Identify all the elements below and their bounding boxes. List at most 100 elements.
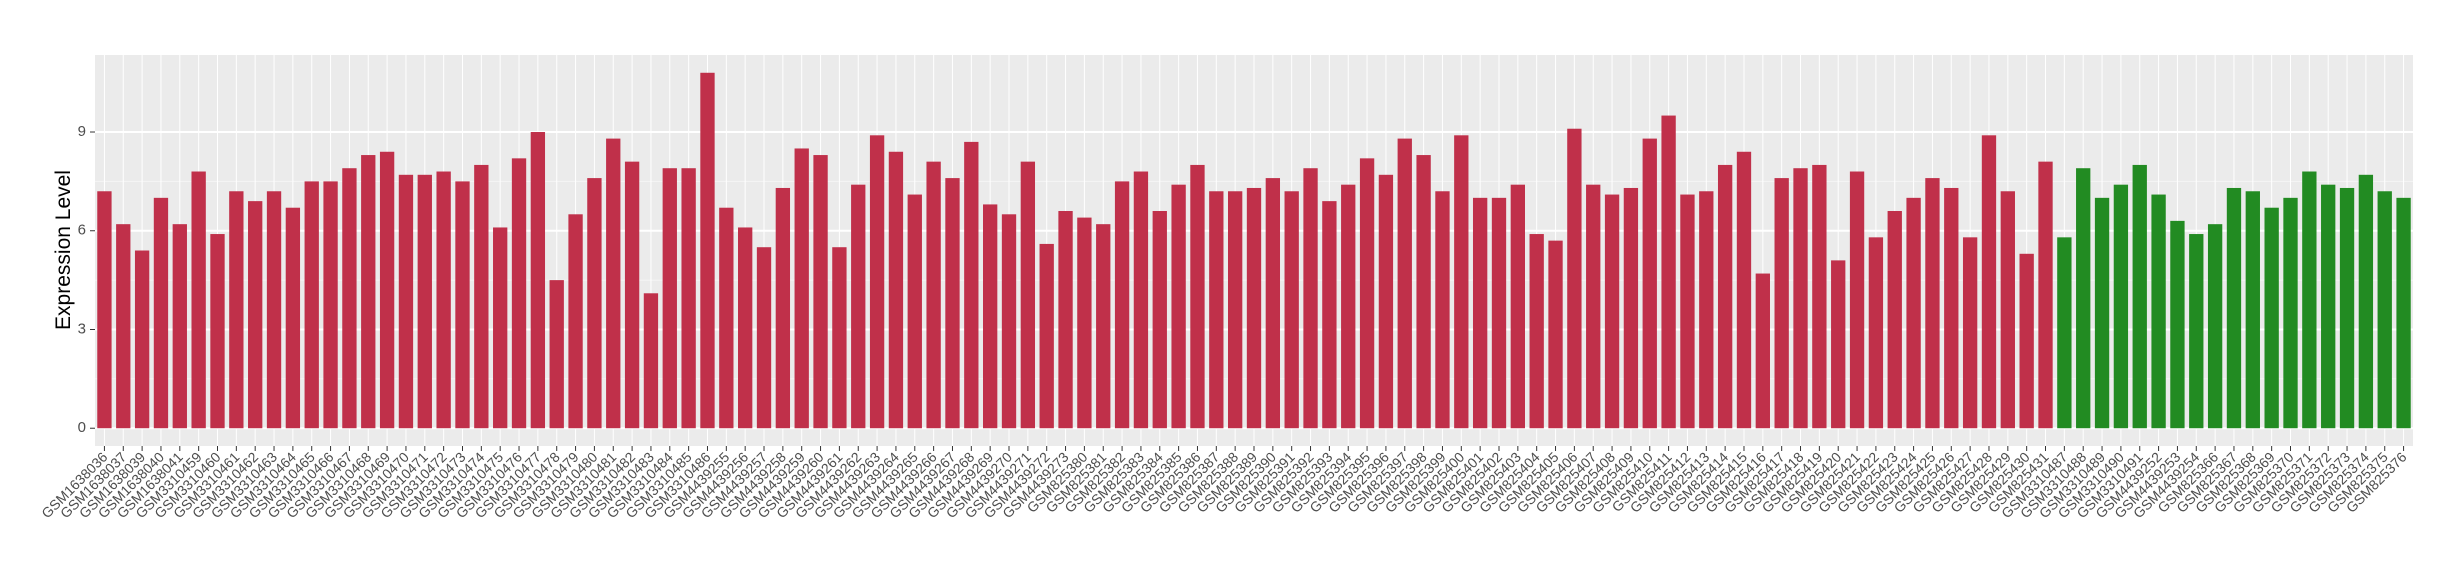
bar bbox=[436, 171, 451, 429]
bar bbox=[549, 280, 564, 429]
bar bbox=[1133, 171, 1149, 429]
bar bbox=[568, 214, 583, 429]
bar bbox=[172, 224, 187, 429]
bar bbox=[153, 197, 169, 429]
bar bbox=[1586, 184, 1601, 429]
bar bbox=[606, 138, 621, 429]
bar bbox=[794, 148, 809, 429]
bar bbox=[229, 191, 244, 429]
bar bbox=[2321, 184, 2336, 429]
bar bbox=[304, 181, 319, 429]
bar bbox=[2189, 234, 2204, 429]
bar bbox=[1397, 138, 1412, 429]
bar bbox=[681, 168, 696, 429]
bar bbox=[1604, 194, 1620, 429]
bar bbox=[2151, 194, 2166, 429]
bar bbox=[2339, 187, 2355, 429]
bar bbox=[1529, 234, 1544, 429]
y-tick-label: 9 bbox=[78, 123, 86, 140]
bar bbox=[813, 155, 828, 429]
bar bbox=[1925, 178, 1940, 429]
bar bbox=[530, 132, 546, 429]
bar bbox=[511, 158, 527, 429]
bar bbox=[417, 174, 432, 429]
bar bbox=[2302, 171, 2317, 429]
bar bbox=[493, 227, 508, 429]
bar bbox=[1454, 135, 1469, 429]
bar bbox=[1359, 158, 1375, 429]
bar bbox=[1171, 184, 1186, 429]
bar bbox=[1378, 174, 1394, 429]
bar bbox=[1887, 211, 1902, 429]
y-tick-label: 0 bbox=[78, 419, 86, 436]
bar bbox=[1322, 201, 1337, 429]
bar bbox=[1849, 171, 1865, 429]
bar bbox=[2245, 191, 2260, 429]
bar bbox=[926, 161, 941, 429]
bar bbox=[1039, 243, 1054, 429]
bar bbox=[1190, 164, 1205, 429]
bar bbox=[1472, 197, 1488, 429]
bar bbox=[1510, 184, 1525, 429]
bar bbox=[1831, 260, 1846, 429]
bar bbox=[2094, 197, 2110, 429]
bar bbox=[2019, 253, 2034, 429]
bar bbox=[2377, 191, 2392, 429]
bar bbox=[624, 161, 640, 429]
bar bbox=[1265, 178, 1281, 429]
bar bbox=[2000, 191, 2015, 429]
bar bbox=[455, 181, 470, 429]
bar bbox=[398, 174, 414, 429]
bar bbox=[1020, 161, 1036, 429]
bar bbox=[1623, 187, 1639, 429]
bar bbox=[1303, 168, 1318, 429]
bar bbox=[1435, 191, 1450, 429]
bar bbox=[662, 168, 677, 429]
bar bbox=[851, 184, 866, 429]
bar bbox=[97, 191, 112, 429]
bar bbox=[1906, 197, 1921, 429]
y-tick-label: 3 bbox=[78, 320, 86, 337]
bar bbox=[116, 224, 131, 429]
bar bbox=[2057, 237, 2072, 429]
bar bbox=[869, 135, 885, 429]
bar bbox=[2226, 187, 2242, 429]
bar bbox=[1209, 191, 1224, 429]
bar bbox=[1246, 187, 1262, 429]
bar bbox=[323, 181, 338, 429]
bar bbox=[643, 293, 659, 429]
bar bbox=[2358, 174, 2374, 429]
bar bbox=[266, 191, 282, 429]
bar bbox=[587, 178, 602, 429]
bar bbox=[1227, 191, 1243, 429]
bar bbox=[210, 234, 225, 429]
bar bbox=[1812, 164, 1827, 429]
bar bbox=[1962, 237, 1978, 429]
bar bbox=[1077, 217, 1092, 429]
bar bbox=[2207, 224, 2223, 429]
bar bbox=[738, 227, 753, 429]
bar bbox=[285, 207, 301, 429]
bar bbox=[1699, 191, 1714, 429]
bar bbox=[945, 178, 960, 429]
bar bbox=[2113, 184, 2129, 429]
bar bbox=[1491, 197, 1507, 429]
bar bbox=[1096, 224, 1111, 429]
bar bbox=[1114, 181, 1130, 429]
bar bbox=[700, 72, 715, 429]
bar bbox=[1661, 115, 1676, 429]
bar bbox=[964, 141, 979, 429]
y-axis-title: Expression Level bbox=[52, 170, 75, 330]
bar bbox=[2076, 168, 2091, 429]
bar bbox=[983, 204, 998, 429]
bar bbox=[1548, 240, 1563, 429]
bar bbox=[1152, 211, 1167, 429]
bar bbox=[361, 155, 376, 429]
bar bbox=[1868, 237, 1884, 429]
bar bbox=[907, 194, 922, 429]
bar bbox=[832, 247, 847, 429]
bar bbox=[888, 151, 904, 429]
bar bbox=[2396, 197, 2411, 429]
bar bbox=[1736, 151, 1752, 429]
